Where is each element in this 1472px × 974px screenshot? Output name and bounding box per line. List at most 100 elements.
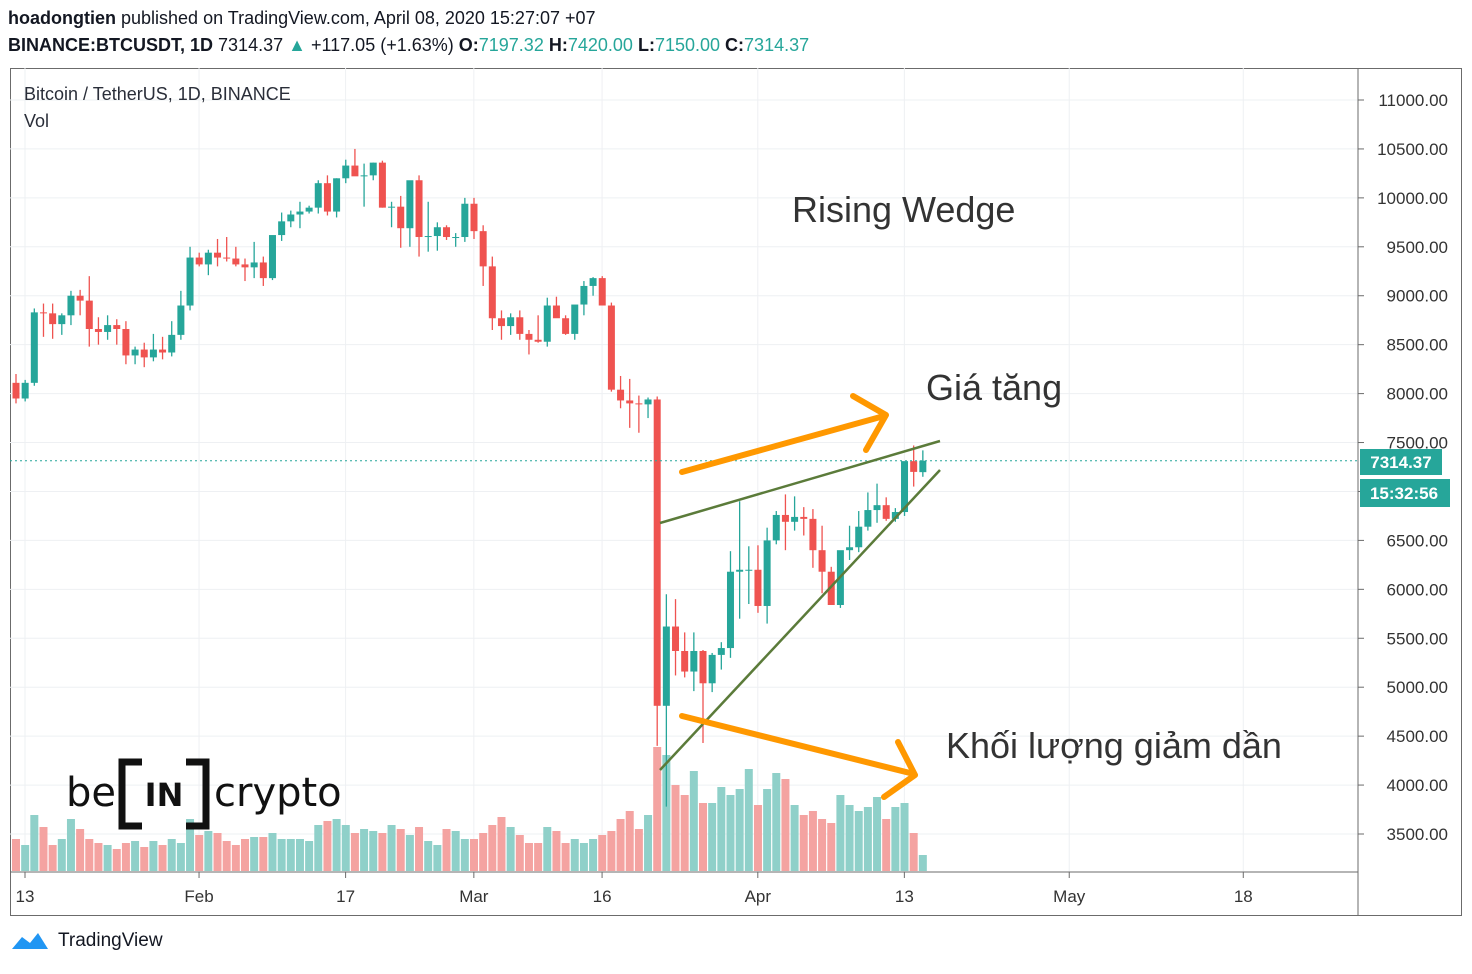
candle-body[interactable] <box>49 313 57 325</box>
candle-body[interactable] <box>497 318 505 327</box>
candle-body[interactable] <box>726 571 734 649</box>
candle-body[interactable] <box>85 300 93 330</box>
candle-body[interactable] <box>461 203 469 238</box>
candle-body[interactable] <box>690 650 698 672</box>
candle-body[interactable] <box>672 626 680 651</box>
candle-body[interactable] <box>772 514 780 541</box>
candle-body[interactable] <box>534 339 542 342</box>
candle-body[interactable] <box>122 329 130 356</box>
candle-body[interactable] <box>250 262 258 268</box>
candle-body[interactable] <box>21 382 29 399</box>
candle-body[interactable] <box>855 526 863 548</box>
candle-body[interactable] <box>736 569 744 572</box>
tradingview-brand[interactable]: TradingView <box>8 930 163 952</box>
candle-body[interactable] <box>653 399 661 706</box>
candle-body[interactable] <box>94 329 102 332</box>
candle-body[interactable] <box>76 295 84 301</box>
candle-body[interactable] <box>479 231 487 267</box>
candle-body[interactable] <box>397 206 405 229</box>
candle-body[interactable] <box>241 264 249 268</box>
candle-body[interactable] <box>30 312 38 383</box>
candle-body[interactable] <box>552 305 560 319</box>
candle-body[interactable] <box>617 389 625 401</box>
candle-body[interactable] <box>571 304 579 334</box>
candle-body[interactable] <box>708 654 716 684</box>
candle-body[interactable] <box>287 214 295 222</box>
candle-body[interactable] <box>424 236 432 238</box>
candle-body[interactable] <box>882 505 890 519</box>
candle-body[interactable] <box>415 180 423 238</box>
candle-body[interactable] <box>580 285 588 305</box>
candle-body[interactable] <box>67 295 75 316</box>
candle-body[interactable] <box>626 400 634 404</box>
candle-body[interactable] <box>159 349 167 353</box>
candle-body[interactable] <box>754 569 762 606</box>
candle-body[interactable] <box>525 333 533 340</box>
candle-body[interactable] <box>58 315 66 325</box>
candle-body[interactable] <box>305 207 313 212</box>
candle-body[interactable] <box>131 349 139 356</box>
candle-body[interactable] <box>452 237 460 239</box>
candle-body[interactable] <box>901 461 909 513</box>
candle-body[interactable] <box>809 518 817 551</box>
candle-body[interactable] <box>195 257 203 265</box>
candle-body[interactable] <box>39 312 47 314</box>
candle-body[interactable] <box>342 165 350 179</box>
candle-body[interactable] <box>204 252 212 265</box>
author-name[interactable]: hoadongtien <box>8 8 116 28</box>
candle-body[interactable] <box>763 540 771 606</box>
candle-body[interactable] <box>635 403 643 405</box>
candle-body[interactable] <box>470 203 478 232</box>
candle-body[interactable] <box>846 547 854 551</box>
candle-body[interactable] <box>406 180 414 229</box>
candle-body[interactable] <box>488 266 496 319</box>
candle-body[interactable] <box>607 305 615 390</box>
candle-body[interactable] <box>891 512 899 519</box>
candle-body[interactable] <box>781 514 789 522</box>
candle-body[interactable] <box>562 318 570 334</box>
candle-body[interactable] <box>433 227 441 237</box>
candle-body[interactable] <box>662 626 670 706</box>
candle-body[interactable] <box>791 516 799 522</box>
candle-body[interactable] <box>360 175 368 177</box>
candle-body[interactable] <box>232 258 240 265</box>
candle-body[interactable] <box>818 550 826 572</box>
candle-body[interactable] <box>168 334 176 353</box>
candle-body[interactable] <box>333 178 341 212</box>
candle-body[interactable] <box>910 461 918 472</box>
candle-body[interactable] <box>314 183 322 208</box>
candle-body[interactable] <box>223 257 231 259</box>
candle-body[interactable] <box>177 305 185 335</box>
candle-body[interactable] <box>681 650 689 672</box>
candle-body[interactable] <box>378 162 386 208</box>
candle-body[interactable] <box>369 162 377 176</box>
candle-body[interactable] <box>186 257 194 306</box>
candle-body[interactable] <box>149 349 157 358</box>
candle-body[interactable] <box>443 227 451 238</box>
candle-body[interactable] <box>214 252 222 258</box>
candle-body[interactable] <box>589 278 597 286</box>
candle-body[interactable] <box>351 165 359 177</box>
candle-body[interactable] <box>296 211 304 215</box>
candle-body[interactable] <box>259 262 267 279</box>
candle-body[interactable] <box>644 399 652 405</box>
candle-body[interactable] <box>140 349 148 358</box>
candle-body[interactable] <box>388 206 396 208</box>
candle-body[interactable] <box>113 325 121 330</box>
candle-body[interactable] <box>717 648 725 655</box>
candle-body[interactable] <box>745 569 753 571</box>
candle-body[interactable] <box>104 325 112 332</box>
candle-body[interactable] <box>323 183 331 212</box>
candle-body[interactable] <box>919 460 927 473</box>
candle-body[interactable] <box>864 510 872 527</box>
candle-body[interactable] <box>12 382 20 399</box>
candle-body[interactable] <box>598 278 606 306</box>
candle-body[interactable] <box>543 305 551 342</box>
candle-body[interactable] <box>873 505 881 511</box>
candle-body[interactable] <box>699 650 707 684</box>
candle-body[interactable] <box>516 317 524 334</box>
candle-body[interactable] <box>278 221 286 236</box>
candle-body[interactable] <box>268 235 276 279</box>
candle-body[interactable] <box>800 516 808 519</box>
